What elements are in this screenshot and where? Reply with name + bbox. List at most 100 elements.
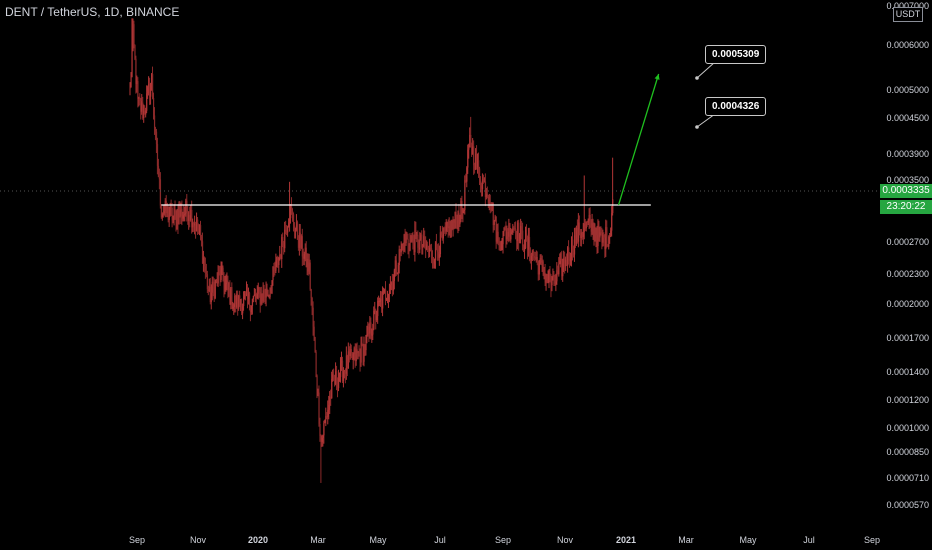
target-callout-upper[interactable]: 0.0005309 bbox=[705, 45, 767, 64]
candle bbox=[153, 107, 156, 135]
candle bbox=[442, 227, 444, 244]
candle bbox=[386, 290, 389, 304]
candle bbox=[228, 282, 230, 297]
candle bbox=[595, 227, 597, 248]
candle bbox=[277, 255, 279, 268]
candle bbox=[467, 144, 469, 174]
candle bbox=[370, 317, 372, 340]
candle bbox=[284, 221, 286, 253]
candle bbox=[354, 343, 356, 368]
time-tick-label: Mar bbox=[310, 535, 326, 545]
callout-connector bbox=[696, 113, 716, 128]
candle bbox=[539, 254, 541, 265]
candle bbox=[209, 277, 211, 305]
candle bbox=[519, 232, 521, 244]
candle bbox=[603, 232, 605, 247]
candle bbox=[258, 286, 260, 298]
candle bbox=[434, 241, 437, 269]
candle bbox=[229, 280, 231, 305]
candle bbox=[363, 336, 365, 367]
candle bbox=[427, 241, 429, 253]
candle bbox=[155, 128, 158, 154]
price-axis[interactable]: 0.0007000 0.0006000 0.0005000 0.0004500 0.00… bbox=[886, 1, 929, 510]
candle bbox=[486, 186, 489, 199]
interval-label[interactable]: 1D bbox=[103, 5, 120, 19]
candle bbox=[175, 210, 177, 232]
candle bbox=[571, 236, 573, 267]
candle bbox=[326, 412, 328, 420]
candle bbox=[584, 218, 586, 231]
candle bbox=[287, 225, 289, 237]
candle bbox=[452, 216, 454, 237]
candle bbox=[580, 228, 583, 247]
candle bbox=[518, 219, 520, 251]
candle bbox=[453, 219, 455, 230]
candle bbox=[156, 137, 159, 175]
candle bbox=[611, 206, 613, 237]
candle bbox=[489, 194, 491, 214]
candle bbox=[323, 420, 325, 444]
price-tick-label: 0.0002700 bbox=[886, 237, 929, 247]
time-tick-label: May bbox=[739, 535, 757, 545]
candle bbox=[196, 212, 198, 232]
candle bbox=[550, 274, 552, 298]
last-price-badge: 0.0003335 bbox=[880, 184, 932, 198]
candle bbox=[355, 343, 357, 366]
candle bbox=[292, 208, 294, 222]
candle bbox=[404, 228, 406, 253]
candle bbox=[306, 253, 308, 276]
candle bbox=[538, 259, 540, 281]
price-tick-label: 0.0007000 bbox=[886, 1, 929, 11]
candle bbox=[383, 287, 385, 295]
candle bbox=[281, 234, 283, 268]
candle bbox=[495, 216, 497, 249]
candle bbox=[241, 298, 243, 316]
candle bbox=[594, 223, 596, 242]
candle bbox=[152, 66, 154, 100]
candle bbox=[172, 215, 174, 224]
candle bbox=[252, 295, 255, 303]
candle bbox=[526, 235, 529, 260]
candle bbox=[158, 168, 161, 190]
projection-arrow[interactable] bbox=[617, 73, 660, 206]
candle bbox=[515, 221, 517, 240]
candle bbox=[296, 220, 299, 240]
candle bbox=[412, 231, 414, 250]
time-axis[interactable]: Sep Nov 2020 Mar May Jul Sep Nov 2021 Mar May Jul Se… bbox=[129, 535, 880, 545]
candle bbox=[553, 270, 555, 286]
currency-unit-badge[interactable]: USDT bbox=[893, 7, 923, 22]
candle bbox=[235, 294, 237, 313]
candle bbox=[294, 227, 297, 239]
time-tick-label: Sep bbox=[495, 535, 511, 545]
time-tick-label: Nov bbox=[557, 535, 574, 545]
candle bbox=[358, 345, 360, 357]
candle bbox=[466, 166, 468, 188]
candle bbox=[438, 245, 441, 266]
candle bbox=[572, 245, 575, 258]
candle bbox=[202, 250, 205, 272]
candle bbox=[234, 293, 236, 313]
candle bbox=[459, 214, 461, 227]
candle bbox=[286, 225, 288, 236]
candle bbox=[406, 232, 408, 240]
candle bbox=[149, 77, 151, 105]
candle bbox=[428, 245, 430, 258]
candle bbox=[308, 253, 310, 275]
candle bbox=[360, 336, 362, 367]
candle bbox=[529, 247, 532, 264]
candle bbox=[440, 231, 443, 238]
candle bbox=[242, 303, 244, 320]
candle bbox=[588, 208, 590, 230]
candle bbox=[227, 275, 229, 299]
candle bbox=[605, 219, 607, 257]
candle bbox=[570, 252, 572, 266]
target-callout-lower[interactable]: 0.0004326 bbox=[705, 97, 767, 116]
candle bbox=[329, 391, 331, 415]
candle bbox=[463, 208, 465, 214]
candle bbox=[445, 219, 447, 235]
candle bbox=[336, 365, 338, 391]
candle bbox=[226, 272, 228, 291]
candle bbox=[288, 218, 290, 228]
candle bbox=[180, 202, 182, 225]
